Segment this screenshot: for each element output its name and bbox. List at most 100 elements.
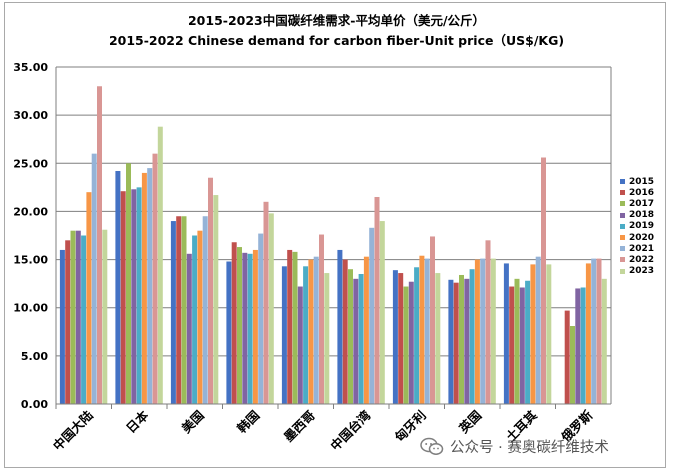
bar: [459, 274, 464, 404]
bar: [414, 267, 420, 404]
bar: [546, 264, 552, 404]
bar: [59, 249, 65, 404]
bar: [242, 252, 248, 404]
bar: [287, 249, 293, 404]
bar: [480, 258, 486, 404]
bar: [308, 259, 314, 404]
bar: [91, 153, 97, 404]
legend-swatch: [620, 223, 625, 229]
bar: [596, 258, 602, 404]
bar: [519, 287, 525, 404]
legend-swatch: [620, 201, 625, 207]
y-tick-label: 10.00: [13, 302, 48, 315]
watermark-text: 公众号 · 赛奥碳纤维技术: [450, 440, 609, 456]
bar: [181, 216, 187, 404]
bar: [126, 163, 131, 404]
bar: [86, 192, 92, 404]
bar: [435, 273, 441, 404]
bar: [157, 126, 163, 404]
bar: [324, 273, 330, 404]
y-tick-label: 20.00: [13, 205, 48, 218]
bar: [297, 286, 303, 404]
bars: [59, 86, 607, 404]
x-tick-label: 美国: [179, 408, 207, 436]
bar: [170, 221, 176, 404]
x-tick-label: 英国: [456, 408, 484, 436]
legend-item: 2017: [620, 198, 654, 209]
bar: [514, 278, 520, 404]
bar: [374, 196, 380, 404]
legend-item: 2019: [620, 221, 654, 232]
bar: [585, 263, 591, 404]
bar: [131, 189, 137, 404]
bar: [231, 242, 237, 404]
legend-item: 2020: [620, 232, 654, 243]
legend-item: 2023: [620, 266, 654, 277]
legend-item: 2022: [620, 254, 654, 265]
bar: [448, 279, 454, 404]
bar: [485, 240, 491, 404]
legend-swatch: [620, 212, 625, 218]
legend-label: 2019: [629, 221, 655, 232]
x-tick-label: 日本: [123, 407, 152, 436]
bar: [75, 230, 81, 404]
bar: [403, 286, 409, 404]
bar: [252, 249, 258, 404]
bar: [202, 216, 208, 404]
bar: [208, 177, 213, 404]
chart-subtitle: 2015-2022 Chinese demand for carbon fibe…: [108, 33, 565, 48]
y-tick-label: 25.00: [13, 157, 48, 170]
bar: [580, 287, 586, 404]
bar: [591, 258, 597, 404]
bar: [268, 213, 274, 404]
bar: [379, 221, 385, 404]
bar: [192, 235, 198, 404]
legend-swatch: [620, 235, 625, 241]
legend-label: 2017: [629, 198, 655, 209]
bar: [398, 273, 404, 404]
bar: [115, 170, 121, 404]
y-tick-label: 5.00: [21, 350, 48, 363]
y-tick-label: 15.00: [13, 254, 48, 267]
bar: [136, 187, 142, 404]
bar: [147, 168, 153, 404]
legend-label: 2023: [629, 266, 655, 277]
x-tick-label: 中国大陆: [50, 407, 96, 453]
legend-swatch: [620, 179, 625, 185]
bar: [541, 157, 546, 404]
legend-swatch: [620, 257, 625, 263]
legend-swatch: [620, 190, 625, 196]
legend-label: 2015: [629, 176, 655, 187]
axes: [55, 67, 612, 409]
chart-title: 2015-2023中国碳纤维需求-平均单价（美元/公斤）: [187, 13, 486, 28]
bar: [392, 270, 398, 404]
bar: [141, 172, 147, 404]
legend-swatch: [620, 268, 625, 274]
watermark: 公众号 · 赛奥碳纤维技术: [420, 436, 609, 457]
bar: [337, 249, 343, 404]
legend-label: 2022: [629, 254, 655, 265]
bar: [358, 274, 364, 404]
y-tick-label: 0.00: [21, 398, 48, 411]
bar: [176, 216, 182, 404]
bar: [474, 259, 480, 404]
bar: [363, 256, 369, 404]
bar: [152, 153, 158, 404]
legend-label: 2021: [629, 243, 655, 254]
bar: [469, 269, 475, 404]
bar: [213, 195, 219, 404]
legend-label: 2016: [629, 187, 655, 198]
bar: [430, 236, 435, 404]
bar: [564, 310, 570, 404]
bar: [197, 230, 203, 404]
legend-label: 2020: [629, 232, 655, 243]
bar: [258, 233, 264, 404]
bar: [102, 229, 108, 404]
wechat-icon: [420, 437, 444, 455]
legend-item: 2016: [620, 187, 654, 198]
x-tick-label: 墨西哥: [281, 407, 318, 444]
bar: [453, 282, 459, 404]
bar: [263, 201, 269, 404]
chart-border: [4, 2, 666, 468]
